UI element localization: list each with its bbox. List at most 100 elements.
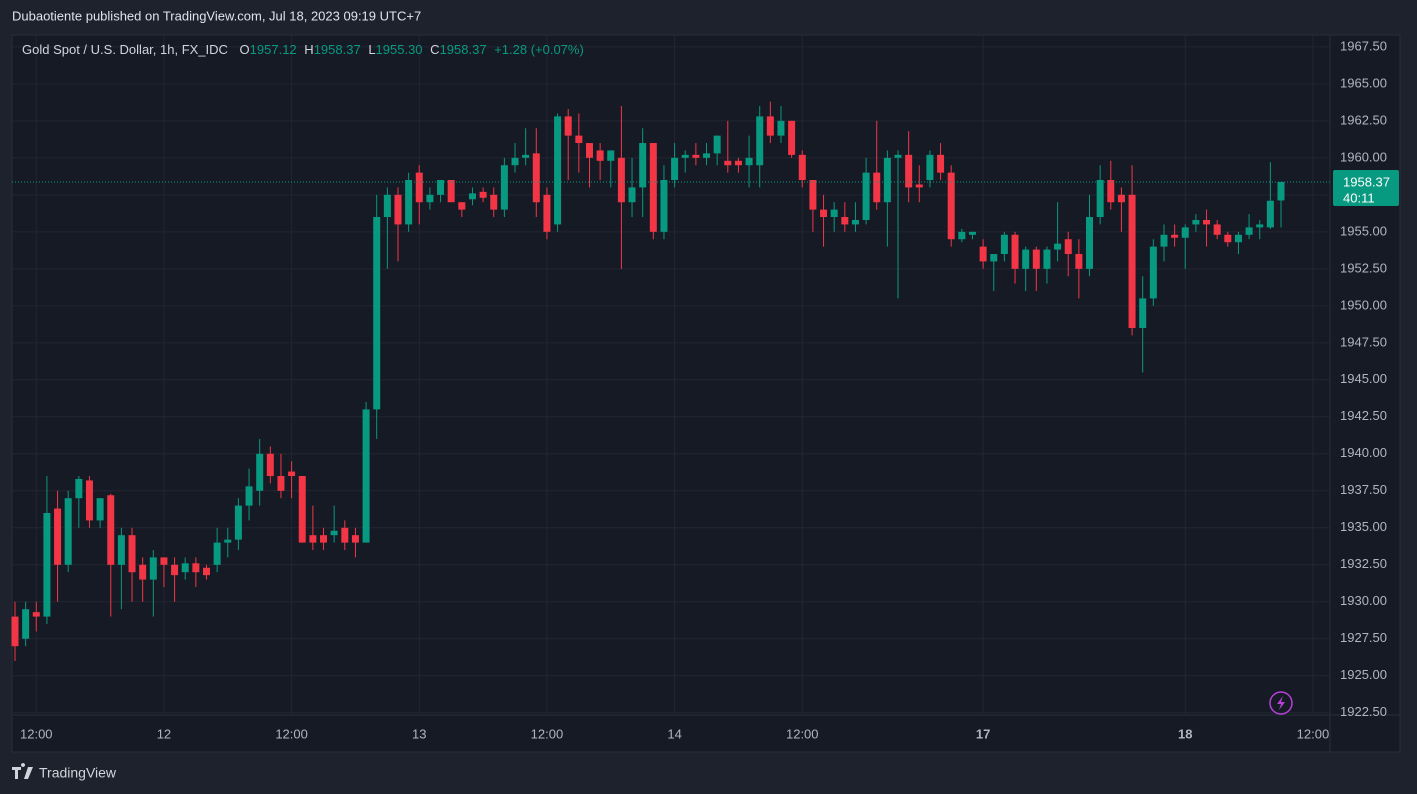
candle-body (437, 180, 445, 195)
candle-body (1107, 180, 1115, 203)
candle-body (54, 508, 62, 565)
candle-body (1149, 246, 1157, 299)
publish-header: Dubaotiente published on TradingView.com… (12, 8, 421, 23)
candle-body (958, 231, 966, 240)
y-tick-label: 1940.00 (1340, 445, 1387, 460)
candle-body (745, 157, 753, 166)
candle-body (788, 120, 796, 155)
y-tick-label: 1967.50 (1340, 38, 1387, 53)
last-price-badge (1333, 169, 1399, 206)
candle-body (309, 535, 317, 543)
candle-body (1117, 194, 1125, 203)
candle-body (490, 194, 498, 210)
candle-body (160, 557, 168, 565)
candle-body (681, 154, 689, 158)
candle-body (671, 157, 679, 181)
candle-body (171, 564, 179, 576)
x-tick-label: 12:00 (275, 726, 308, 741)
candle-body (734, 160, 742, 166)
icon-ring[interactable] (1269, 691, 1293, 715)
candle-body (660, 180, 668, 232)
x-tick-label: 14 (667, 726, 681, 741)
candle-body (522, 154, 530, 158)
lightning-icon[interactable] (1269, 691, 1293, 715)
candle-body (468, 193, 476, 200)
y-tick-label: 1960.00 (1340, 149, 1387, 164)
candle-body (64, 498, 72, 565)
candle-body (1192, 219, 1200, 225)
candle-body (96, 498, 104, 521)
candle-body (351, 535, 359, 543)
candle-body (1096, 180, 1104, 218)
candles (11, 101, 1330, 661)
candle-body (564, 116, 572, 136)
y-tick-label: 1930.00 (1340, 593, 1387, 608)
candle-body (341, 527, 349, 543)
legend-value: 1958.37 (440, 42, 487, 57)
y-tick-label: 1947.50 (1340, 334, 1387, 349)
candle-body (149, 557, 157, 580)
grid (12, 35, 1330, 715)
y-tick-label: 1942.50 (1340, 408, 1387, 423)
brand-name: TradingView (39, 765, 117, 781)
candle-body (139, 564, 147, 580)
candle-body (458, 202, 466, 210)
candle-body (692, 154, 700, 158)
legend-value: 1958.37 (314, 42, 361, 57)
y-tick-label: 1922.50 (1340, 704, 1387, 719)
candle-body (234, 505, 242, 540)
candle-body (1075, 254, 1083, 269)
candle-body (543, 194, 551, 232)
legend-change: +1.28 (+0.07%) (494, 42, 584, 57)
x-tick-label: 12:00 (1297, 726, 1330, 741)
y-tick-label: 1965.00 (1340, 75, 1387, 90)
candle-body (830, 209, 838, 218)
candle-body (554, 116, 562, 225)
candle-body (1043, 249, 1051, 269)
logo-mark (12, 763, 33, 779)
candle-body (330, 530, 338, 536)
candle-body (192, 563, 200, 573)
y-tick-label: 1962.50 (1340, 112, 1387, 127)
candle-body (1032, 249, 1040, 269)
chart-panel (11, 34, 1401, 753)
candle-body (1234, 234, 1242, 243)
candle-body (394, 194, 402, 225)
candle-body (532, 153, 540, 203)
candle-body (266, 453, 274, 477)
candle-body (1128, 194, 1136, 329)
y-tick-label: 1945.00 (1340, 371, 1387, 386)
candle-body (1266, 200, 1274, 228)
candle-body (426, 194, 434, 203)
legend-label: C (430, 42, 439, 57)
candle-body (1054, 243, 1062, 250)
candle-body (766, 116, 774, 136)
candle-body (905, 154, 913, 188)
candle-body (1086, 217, 1094, 269)
legend-label: O (240, 42, 250, 57)
icon-bolt[interactable] (1277, 696, 1285, 710)
candle-body (107, 495, 115, 565)
candle-body (617, 157, 625, 203)
x-tick-label: 18 (1178, 726, 1192, 741)
y-tick-label: 1927.50 (1340, 630, 1387, 645)
candle-body (894, 154, 902, 158)
legend-label: H (304, 42, 313, 57)
candle-body (224, 539, 232, 543)
countdown-label: 40:11 (1343, 190, 1375, 205)
candle-body (128, 535, 136, 573)
y-tick-label: 1937.50 (1340, 482, 1387, 497)
candle-body (841, 217, 849, 225)
candle-body (703, 153, 711, 158)
candle-body (990, 254, 998, 262)
candle-body (1022, 249, 1030, 269)
candle-body (724, 160, 732, 166)
x-tick-label: 17 (976, 726, 990, 741)
candle-body (937, 154, 945, 173)
candle-body (873, 172, 881, 203)
candle-body (820, 209, 828, 218)
candle-body (405, 180, 413, 225)
candle-body (798, 154, 806, 181)
candle-body (1224, 234, 1232, 243)
last-price-label: 1958.37 (1343, 174, 1390, 189)
